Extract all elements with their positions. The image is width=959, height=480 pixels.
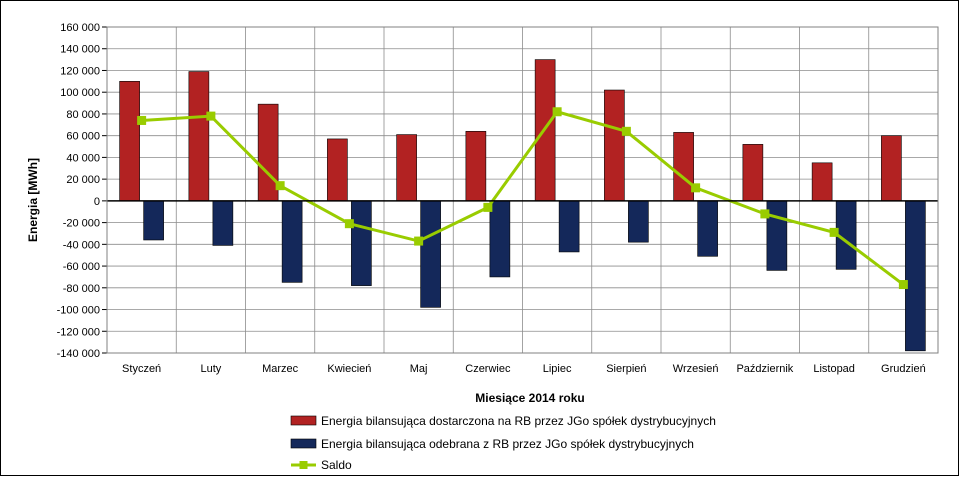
bar-received (281, 200, 303, 283)
y-tick-label: 20 000 (66, 174, 100, 186)
legend-item-supplied: Energia bilansująca dostarczona na RB pr… (290, 414, 716, 428)
x-tick-label: Sierpień (606, 363, 646, 375)
saldo-line (137, 107, 908, 290)
x-tick-label: Lipiec (543, 363, 572, 375)
y-tick-labels: 160 000 140 000 120 000 100 000 80 000 60 000… (57, 22, 100, 360)
x-tick-label: Październik (736, 363, 793, 375)
bar-supplied (396, 134, 417, 202)
legend-swatch-supplied (290, 415, 317, 426)
x-tick-label: Luty (200, 363, 221, 375)
bar-supplied (257, 103, 279, 202)
bar-supplied (119, 81, 140, 202)
y-tick-label: -120 000 (57, 326, 100, 338)
saldo-point (621, 126, 631, 136)
y-tick-label: -20 000 (63, 218, 100, 230)
y-tick-label: -140 000 (57, 348, 100, 360)
y-tick-label: 80 000 (66, 109, 100, 121)
bar-supplied (811, 162, 833, 202)
legend-label-saldo: Saldo (321, 458, 352, 472)
bar-supplied (465, 131, 487, 202)
legend-item-saldo: Saldo (291, 458, 352, 472)
bar-received (351, 200, 372, 286)
y-tick-label: -100 000 (57, 305, 100, 317)
legend: Energia bilansująca dostarczona na RB pr… (290, 414, 716, 472)
bar-received (697, 200, 718, 257)
legend-item-received: Energia bilansująca odebrana z RB przez … (290, 437, 694, 451)
legend-label-received: Energia bilansująca odebrana z RB przez … (321, 437, 694, 451)
axes (106, 26, 939, 354)
x-tick-label: Czerwiec (465, 363, 511, 375)
x-tick-label: Styczeń (122, 363, 161, 375)
y-tick-label: -60 000 (63, 261, 100, 273)
x-tick-label: Maj (410, 363, 428, 375)
x-tick-labels: Styczeń Luty Marzec Kwiecień Maj Czerwiec Lipi… (122, 363, 926, 375)
x-axis-title: Miesiące 2014 roku (475, 391, 584, 405)
y-tick-label: 100 000 (60, 87, 100, 99)
y-tick-label: 140 000 (60, 44, 100, 56)
y-tick-label: 120 000 (60, 65, 100, 77)
saldo-point (829, 227, 839, 237)
x-tick-label: Marzec (262, 363, 299, 375)
saldo-point (691, 183, 701, 193)
y-tick-label: 0 (94, 196, 100, 208)
x-tick-label: Wrzesień (673, 363, 719, 375)
legend-label-supplied: Energia bilansująca dostarczona na RB pr… (321, 414, 716, 428)
bar-supplied (327, 138, 348, 202)
x-tick-label: Grudzień (881, 363, 926, 375)
y-axis-title: Energia [MWh] (26, 158, 40, 242)
saldo-point (760, 209, 770, 219)
bar-received (766, 200, 788, 271)
y-tick-label: 160 000 (60, 22, 100, 34)
saldo-point (206, 111, 216, 121)
bar-received (905, 200, 926, 352)
bar-supplied (188, 71, 210, 202)
bar-supplied (742, 144, 764, 202)
y-tick-label: -80 000 (63, 283, 100, 295)
legend-swatch-received (290, 438, 317, 449)
bar-supplied (881, 135, 902, 202)
bar-received (558, 200, 580, 253)
saldo-point (344, 219, 354, 229)
bar-received (143, 200, 164, 241)
y-tick-label: -40 000 (63, 239, 100, 251)
saldo-point (552, 107, 562, 117)
saldo-polyline (141, 110, 905, 286)
bar-received (628, 200, 649, 243)
saldo-point (137, 115, 147, 125)
bar-received (489, 200, 511, 278)
bar-received (420, 200, 441, 308)
saldo-point (898, 280, 908, 290)
y-tick-label: 60 000 (66, 131, 100, 143)
bar-received (212, 200, 234, 246)
x-tick-label: Kwiecień (327, 363, 371, 375)
y-tick-label: 40 000 (66, 152, 100, 164)
saldo-point (414, 236, 424, 246)
x-tick-label: Listopad (813, 363, 855, 375)
bar-supplied (673, 132, 694, 202)
legend-swatch-saldo-marker (299, 461, 308, 469)
plot-border (106, 26, 939, 354)
saldo-point (275, 181, 285, 191)
bar-supplied (604, 89, 625, 202)
saldo-point (483, 202, 493, 212)
